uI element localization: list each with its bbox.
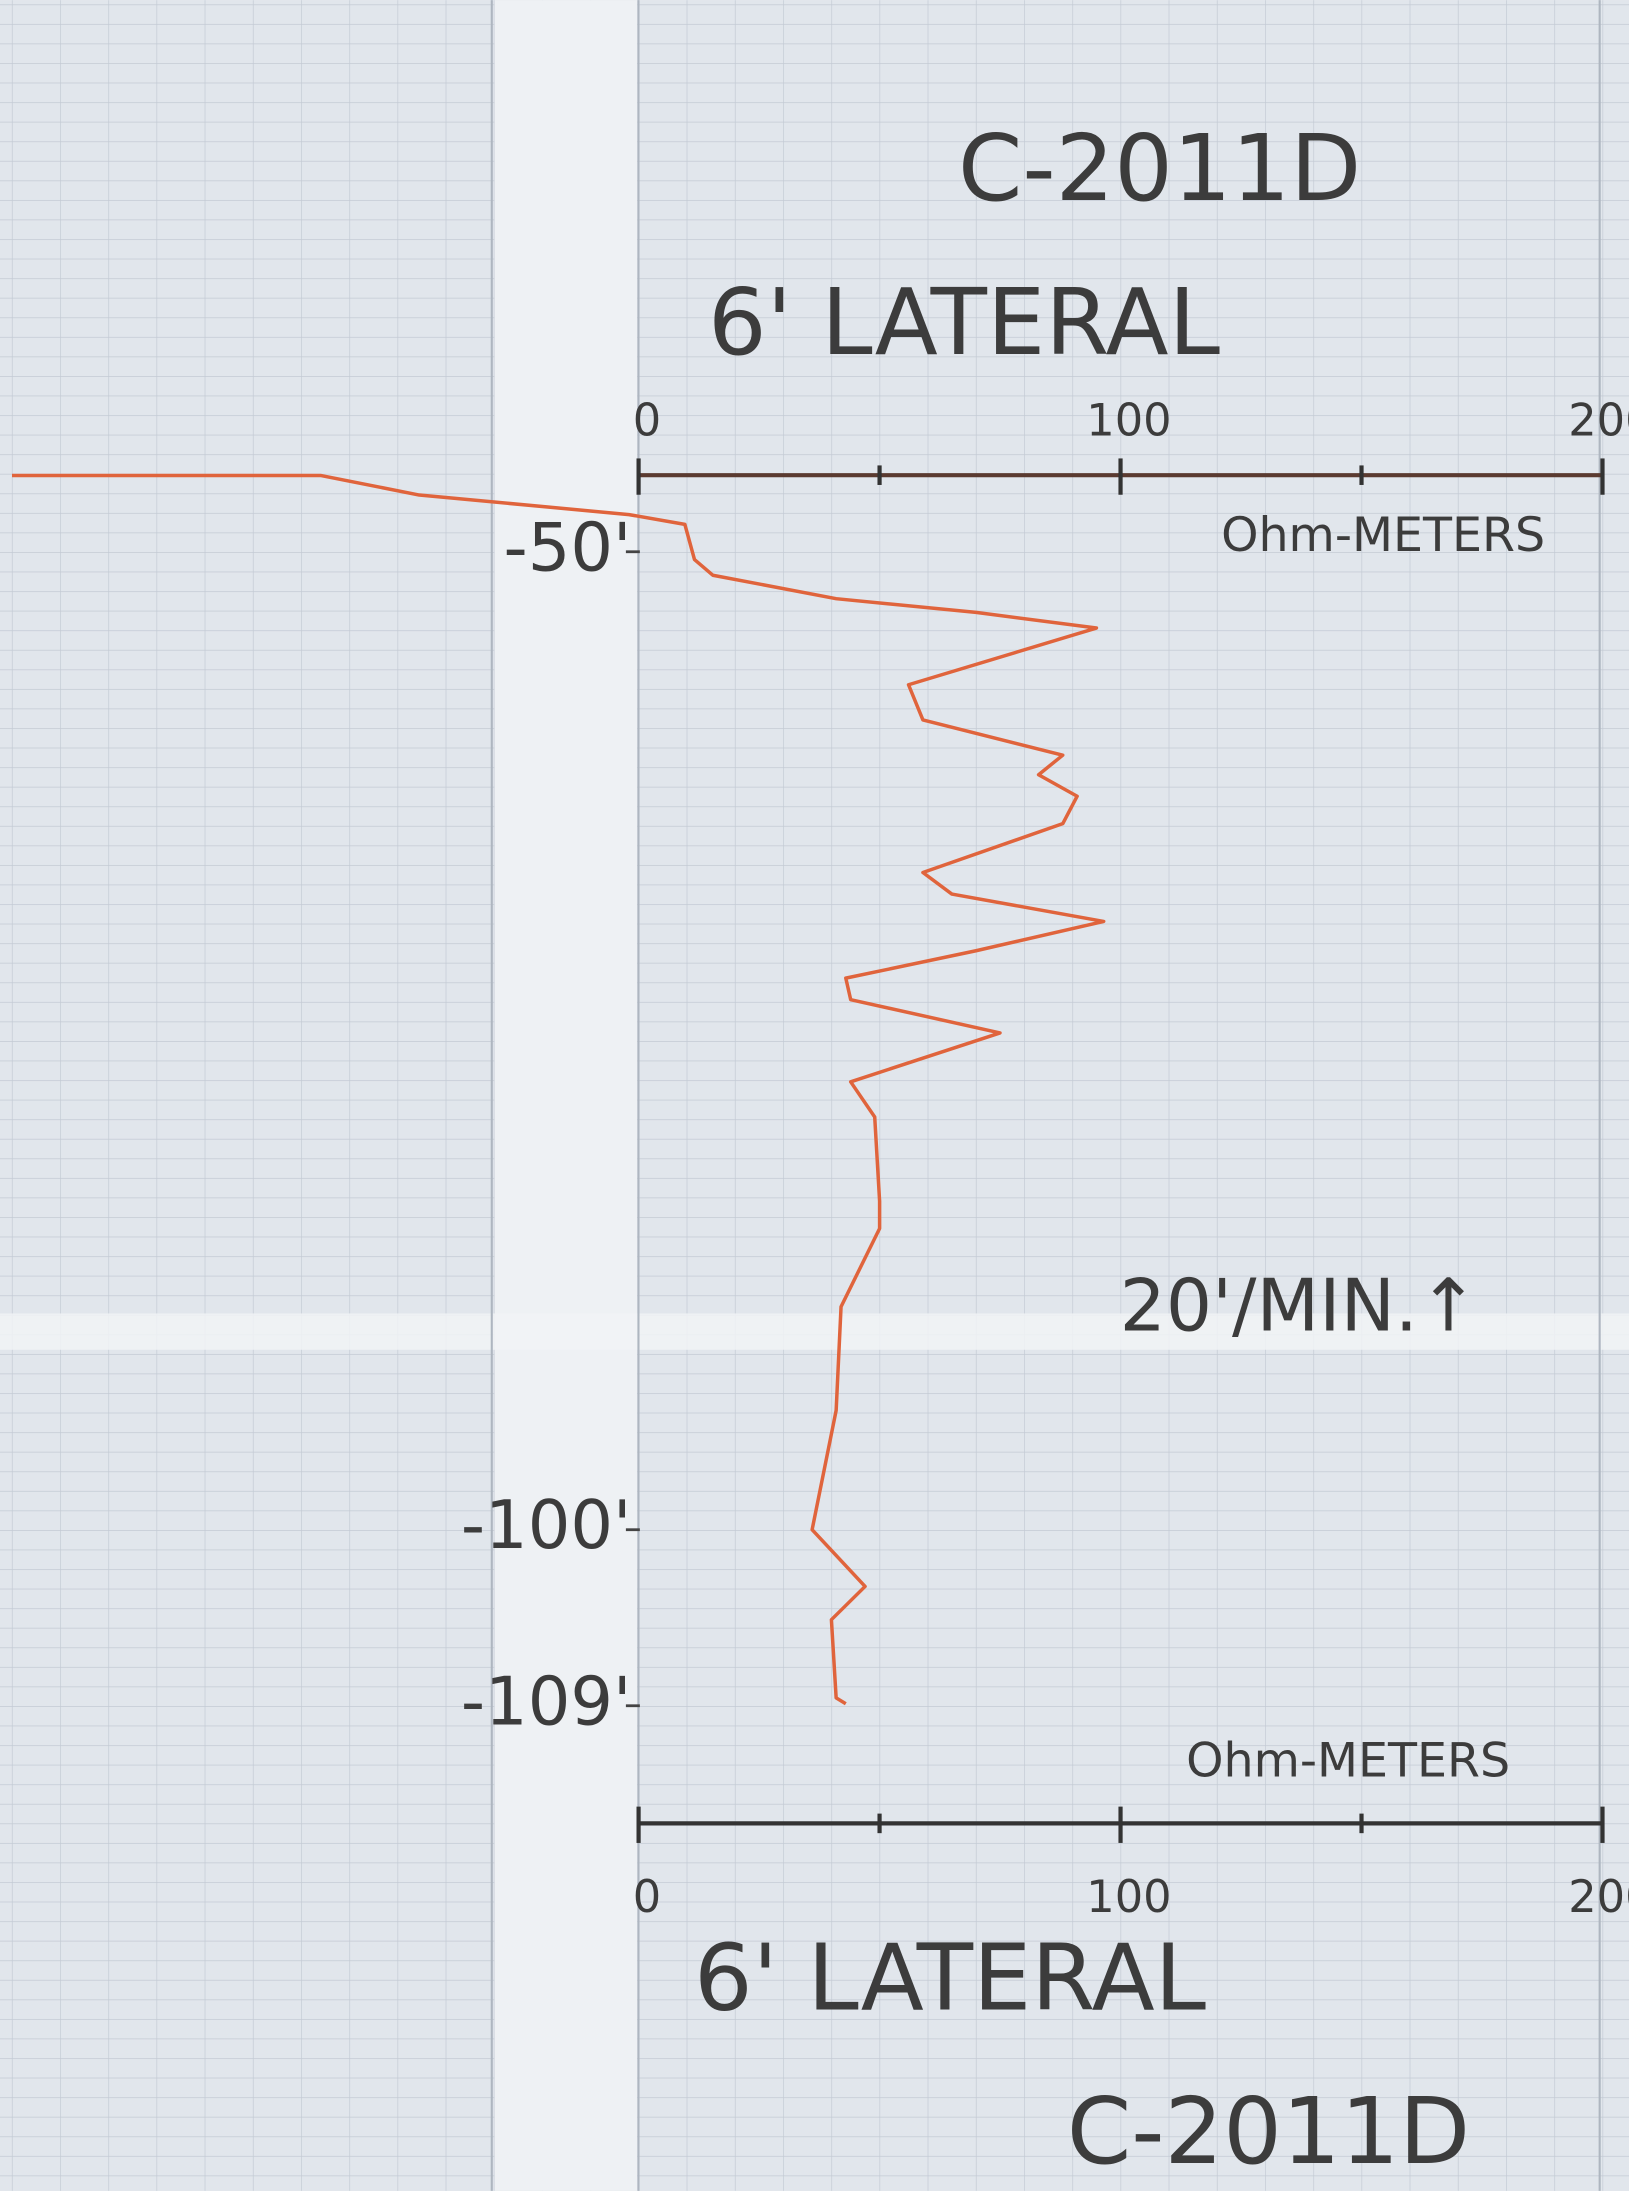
log-curve — [12, 473, 1106, 1706]
x-tick-label: 0 — [633, 1871, 661, 1923]
white-band — [494, 0, 638, 2191]
title: C-2011D — [1067, 2077, 1470, 2185]
y-tick-label: -100' — [461, 1486, 632, 1564]
x-axis-label: Ohm-METERS — [1186, 1733, 1510, 1788]
x-tick-label: 100 — [1086, 395, 1171, 447]
subtitle: 6' LATERAL — [694, 1923, 1206, 2031]
title: C-2011D — [958, 114, 1361, 222]
x-tick-label: 200 — [1568, 1871, 1629, 1923]
y-tick-label: -109' — [461, 1662, 632, 1740]
x-tick-label: 100 — [1086, 1871, 1171, 1923]
subtitle: 6' LATERAL — [708, 268, 1220, 376]
x-tick-label: 0 — [633, 395, 661, 447]
x-axis-label: Ohm-METERS — [1221, 508, 1545, 563]
light-band — [0, 1313, 1629, 1350]
y-tick-label: -50' — [504, 508, 632, 586]
annotation: 20'/MIN.↑ — [1120, 1265, 1479, 1349]
x-tick-label: 200 — [1568, 395, 1629, 447]
